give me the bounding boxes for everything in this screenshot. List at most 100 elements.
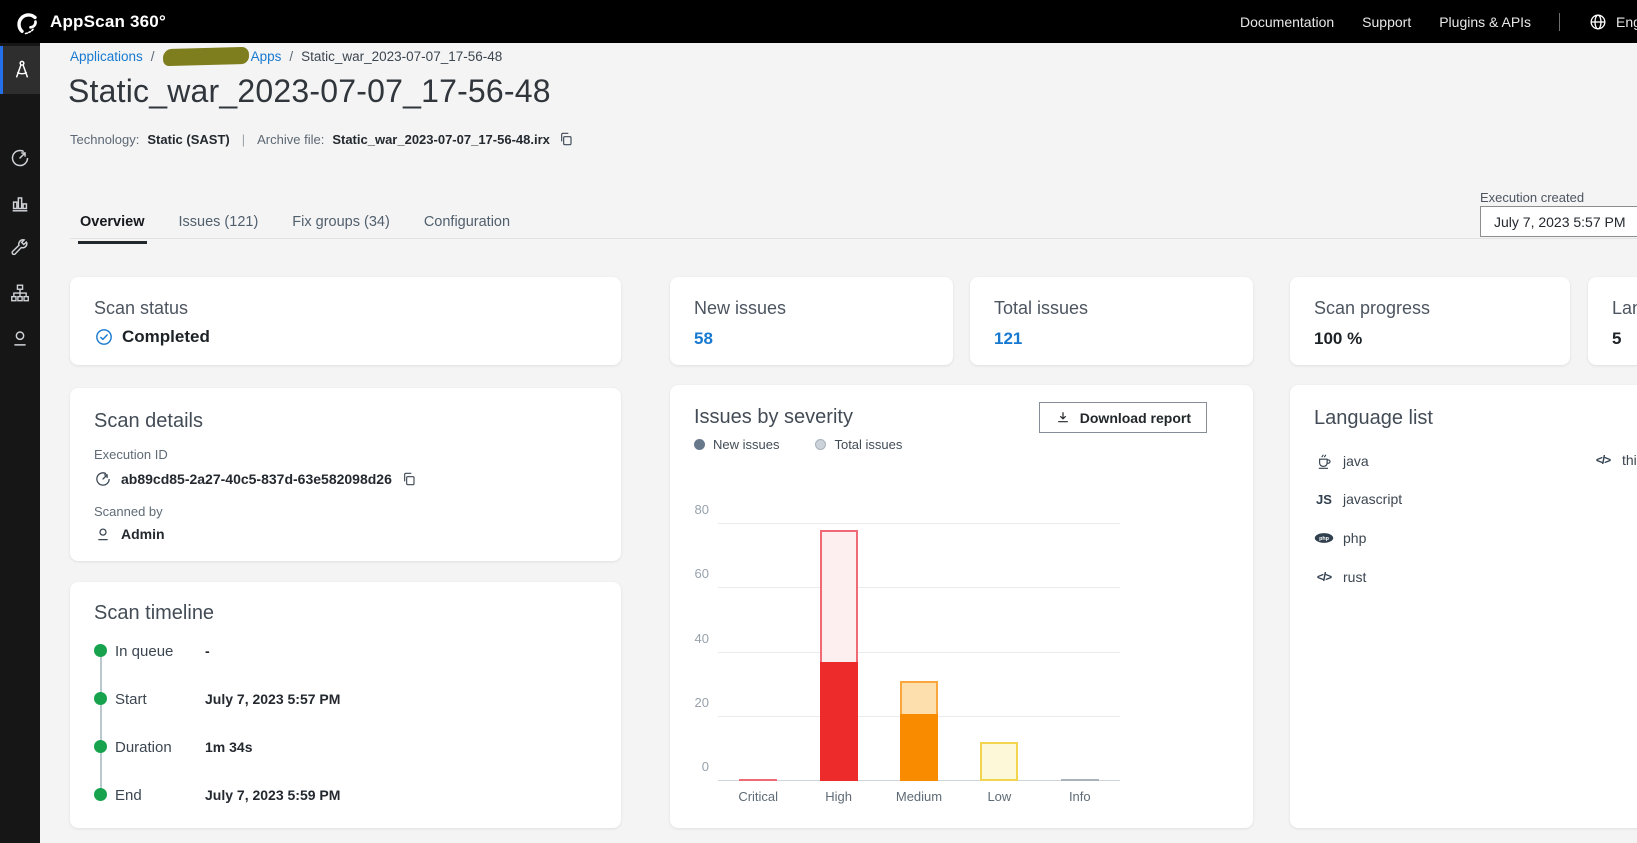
new-bar-high (819, 662, 858, 781)
language-label: javascript (1343, 491, 1403, 507)
x-axis-label-critical: Critical (738, 789, 779, 804)
compass-icon (11, 59, 33, 81)
scan-details-title: Scan details (94, 410, 203, 432)
divider: | (241, 131, 246, 147)
php-icon: php (1314, 532, 1334, 544)
tab-overview[interactable]: Overview (78, 208, 147, 244)
gauge-icon (9, 147, 31, 169)
language-list-card: Language list java JS javascript php php… (1290, 385, 1637, 828)
timeline-value: July 7, 2023 5:59 PM (205, 787, 341, 803)
sidebar-item-user[interactable] (0, 314, 40, 362)
y-tick-label: 40 (694, 630, 709, 646)
tab-configuration[interactable]: Configuration (423, 214, 511, 230)
language-label: English (1616, 13, 1637, 30)
tab-divider-line (70, 238, 1637, 239)
timeline-dot (94, 740, 107, 753)
legend-label: Total issues (834, 437, 903, 452)
legend-dot-total (815, 439, 827, 450)
bar-chart-icon (9, 192, 31, 214)
language-list-title: Language list (1314, 407, 1433, 429)
archive-file-label: Archive file: (257, 131, 325, 147)
tab-bar: Overview Issues (121) Fix groups (34) Co… (78, 208, 512, 244)
breadcrumb-applications-link[interactable]: Applications (70, 49, 143, 64)
breadcrumb-apps-link[interactable]: Apps (250, 49, 282, 64)
execution-created-select[interactable]: July 7, 2023 5:57 PM (1480, 206, 1637, 237)
tab-fix-groups[interactable]: Fix groups (34) (292, 214, 390, 230)
new-bar-medium (899, 713, 938, 781)
language-label: php (1343, 530, 1367, 546)
scan-timeline-title: Scan timeline (94, 602, 215, 624)
scan-status-card: Scan status Completed (70, 277, 621, 365)
total-bar-info (1060, 779, 1099, 781)
js-icon: JS (1316, 491, 1332, 507)
sitemap-icon (9, 282, 31, 304)
timeline-connector (100, 650, 102, 795)
total-issues-value-link[interactable]: 121 (994, 329, 1023, 348)
timeline-value: July 7, 2023 5:57 PM (205, 691, 341, 707)
appscan-logo-icon (14, 9, 40, 35)
page-title: Static_war_2023-07-07_17-56-48 (68, 73, 551, 109)
timeline-label: Start (115, 691, 147, 708)
breadcrumb-separator: / (150, 49, 155, 64)
new-issues-card: New issues 58 (670, 277, 953, 365)
chart-legend: New issues Total issues (694, 437, 902, 452)
language-label: thirdparty (1622, 452, 1637, 468)
legend-dot-new (694, 439, 705, 450)
sidebar-item-organization[interactable] (0, 269, 40, 317)
timeline-row-start: Start July 7, 2023 5:57 PM (70, 691, 621, 708)
sidebar-item-scans[interactable] (0, 134, 40, 182)
timeline-dot (94, 788, 107, 801)
chart-slot-low: Low (959, 524, 1039, 804)
tab-issues[interactable]: Issues (121) (178, 214, 259, 230)
technology-label: Technology: (70, 131, 140, 147)
execution-id-value: ab89cd85-2a27-40c5-837d-63e582098d26 (121, 471, 392, 487)
timeline-label: In queue (115, 643, 174, 660)
app-title: AppScan 360° (50, 11, 166, 31)
download-report-button[interactable]: Download report (1038, 402, 1207, 433)
gridline-60 (718, 587, 1120, 589)
copy-icon[interactable] (558, 131, 574, 147)
scanned-by-value: Admin (121, 526, 165, 542)
breadcrumb: Applications / Apps / Static_war_2023-07… (70, 46, 502, 67)
total-bar-low (980, 742, 1019, 781)
chart-slot-high: High (798, 524, 878, 804)
top-nav: Documentation Support Plugins & APIs Eng… (1240, 0, 1637, 43)
language-item-php: php php (1314, 530, 1366, 546)
total-bar-critical (739, 779, 778, 781)
technology-value: Static (SAST) (147, 131, 230, 147)
x-axis-label-low: Low (987, 789, 1012, 804)
language-item-javascript: JS javascript (1314, 491, 1402, 507)
globe-icon (1588, 12, 1608, 32)
new-issues-title: New issues (694, 298, 787, 318)
scan-timeline-card: Scan timeline In queue - Start July 7, 2… (70, 582, 621, 828)
issues-by-severity-title: Issues by severity (694, 406, 853, 428)
redaction-scribble (162, 46, 249, 67)
sidebar-item-tools[interactable] (0, 224, 40, 272)
language-selector[interactable]: English (1588, 12, 1637, 32)
sidebar-item-reports[interactable] (0, 179, 40, 227)
scan-details-card: Scan details Execution ID ab89cd85-2a27-… (70, 388, 621, 561)
y-tick-label: 20 (694, 694, 709, 710)
nav-plugins-apis[interactable]: Plugins & APIs (1439, 13, 1532, 30)
timeline-dot (94, 644, 107, 657)
left-sidebar (0, 43, 40, 843)
severity-chart-plot: 0 20 40 60 80 Critical High Medium Low Info (695, 502, 1120, 804)
nav-documentation[interactable]: Documentation (1240, 13, 1335, 30)
nav-support[interactable]: Support (1362, 13, 1412, 30)
new-issues-value-link[interactable]: 58 (694, 329, 713, 348)
x-axis-label-high: High (825, 789, 852, 804)
issues-by-severity-card: Issues by severity Download report New i… (670, 385, 1253, 828)
person-icon (94, 525, 112, 543)
languages-stat-title: Languages (1612, 298, 1637, 318)
execution-created-label: Execution created (1480, 190, 1585, 205)
timeline-row-end: End July 7, 2023 5:59 PM (70, 787, 621, 804)
code-icon: </> (1595, 453, 1611, 467)
java-icon (1314, 452, 1334, 470)
language-item-thirdparty: </> thirdparty (1593, 452, 1637, 468)
sidebar-item-applications[interactable] (0, 46, 40, 94)
copy-icon[interactable] (401, 471, 417, 487)
gridline-80 (718, 523, 1120, 524)
nav-divider (1559, 12, 1561, 31)
timeline-row-in-queue: In queue - (70, 643, 621, 660)
language-label: java (1343, 453, 1369, 469)
